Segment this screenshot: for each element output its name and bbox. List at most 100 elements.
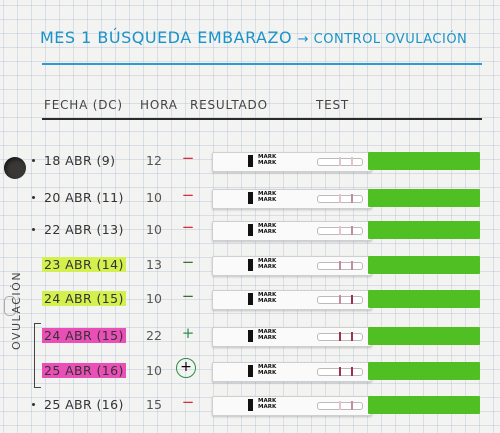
title-underline bbox=[42, 63, 482, 65]
bullet-dot bbox=[32, 228, 35, 231]
bullet-dot bbox=[32, 196, 35, 199]
row-hour: 10 bbox=[146, 363, 162, 378]
table-row: 24 ABR (15) 22 + MARK MARK bbox=[0, 321, 500, 351]
row-hour: 22 bbox=[146, 328, 162, 343]
result-negative: − bbox=[181, 253, 195, 271]
strip-green-end bbox=[368, 189, 480, 207]
strip-mark-line1: MARK bbox=[258, 191, 277, 197]
strip-green-end bbox=[368, 327, 480, 345]
strip-mark-line2: MARK bbox=[258, 229, 277, 235]
ovulation-test-strip: MARK MARK bbox=[212, 327, 480, 347]
strip-mark-text: MARK MARK bbox=[258, 154, 276, 166]
table-row: 18 ABR (9) 12 − MARK MARK bbox=[0, 146, 500, 176]
subtitle-text: → CONTROL OVULACIÓN bbox=[297, 32, 468, 47]
strip-control-line bbox=[351, 332, 353, 341]
strip-control-line bbox=[351, 295, 353, 304]
strip-green-end bbox=[368, 362, 480, 380]
row-date: 25 ABR (16) bbox=[42, 363, 126, 378]
strip-test-line bbox=[339, 401, 341, 410]
strip-mark-line1: MARK bbox=[258, 258, 277, 264]
page-title: MES 1 BÚSQUEDA EMBARAZO → CONTROL OVULAC… bbox=[40, 28, 490, 47]
row-date: 24 ABR (15) bbox=[42, 291, 126, 306]
strip-mark-line1: MARK bbox=[258, 154, 277, 160]
strip-test-line bbox=[339, 332, 341, 341]
ovulation-test-strip: MARK MARK bbox=[212, 221, 480, 241]
strip-mark-line1: MARK bbox=[258, 364, 277, 370]
strip-mark-line1: MARK bbox=[258, 398, 277, 404]
strip-mark-line1: MARK bbox=[258, 292, 277, 298]
strip-test-line bbox=[339, 261, 341, 270]
strip-mark-text: MARK MARK bbox=[258, 223, 276, 235]
ovulation-test-strip: MARK MARK bbox=[212, 189, 480, 209]
strip-black-tab bbox=[248, 192, 253, 204]
result-negative: − bbox=[181, 287, 195, 305]
strip-mark-text: MARK MARK bbox=[258, 398, 276, 410]
bullet-dot bbox=[32, 403, 35, 406]
strip-mark-line2: MARK bbox=[258, 160, 277, 166]
strip-test-line bbox=[339, 226, 341, 235]
row-hour: 10 bbox=[146, 190, 162, 205]
row-hour: 15 bbox=[146, 397, 162, 412]
result-negative: − bbox=[181, 393, 195, 411]
strip-test-line bbox=[339, 367, 341, 376]
row-hour: 10 bbox=[146, 222, 162, 237]
table-row: 20 ABR (11) 10 − MARK MARK bbox=[0, 183, 500, 213]
strip-mark-line1: MARK bbox=[258, 329, 277, 335]
strip-mark-text: MARK MARK bbox=[258, 329, 276, 341]
row-hour: 13 bbox=[146, 257, 162, 272]
strip-green-end bbox=[368, 256, 480, 274]
row-date: 20 ABR (11) bbox=[44, 190, 124, 205]
strip-green-end bbox=[368, 396, 480, 414]
header-underline bbox=[42, 118, 482, 120]
row-hour: 12 bbox=[146, 153, 162, 168]
row-date: 25 ABR (16) bbox=[44, 397, 124, 412]
strip-control-line bbox=[351, 367, 353, 376]
strip-control-line bbox=[351, 157, 353, 166]
row-date: 22 ABR (13) bbox=[44, 222, 124, 237]
strip-mark-text: MARK MARK bbox=[258, 191, 276, 203]
strip-black-tab bbox=[248, 399, 253, 411]
table-row: 25 ABR (16) 10 + MARK MARK bbox=[0, 356, 500, 386]
strip-mark-text: MARK MARK bbox=[258, 258, 276, 270]
strip-black-tab bbox=[248, 330, 253, 342]
header-hour: HORA bbox=[140, 98, 178, 112]
strip-black-tab bbox=[248, 155, 253, 167]
strip-mark-line1: MARK bbox=[258, 223, 277, 229]
strip-control-line bbox=[351, 194, 353, 203]
strip-black-tab bbox=[248, 224, 253, 236]
title-text: MES 1 BÚSQUEDA EMBARAZO bbox=[40, 28, 293, 47]
side-label-ovulation: OVULACIÓN bbox=[10, 270, 23, 350]
result-positive: + bbox=[181, 324, 195, 342]
result-negative: − bbox=[181, 218, 195, 236]
strip-black-tab bbox=[248, 293, 253, 305]
ovulation-test-strip: MARK MARK bbox=[212, 256, 480, 276]
result-negative: − bbox=[181, 149, 195, 167]
strip-mark-text: MARK MARK bbox=[258, 292, 276, 304]
strip-mark-line2: MARK bbox=[258, 335, 277, 341]
faint-logo-mark bbox=[4, 296, 16, 316]
strip-mark-line2: MARK bbox=[258, 404, 277, 410]
strip-test-line bbox=[339, 194, 341, 203]
ovulation-test-strip: MARK MARK bbox=[212, 362, 480, 382]
header-test: TEST bbox=[316, 98, 350, 112]
strip-control-line bbox=[351, 226, 353, 235]
row-hour: 10 bbox=[146, 291, 162, 306]
ovulation-test-strip: MARK MARK bbox=[212, 396, 480, 416]
strip-black-tab bbox=[248, 365, 253, 377]
row-date: 24 ABR (15) bbox=[42, 328, 126, 343]
strip-test-line bbox=[339, 157, 341, 166]
table-row: 25 ABR (16) 15 − MARK MARK bbox=[0, 390, 500, 420]
bullet-dot bbox=[32, 159, 35, 162]
result-positive: + bbox=[176, 358, 196, 378]
table-row: 22 ABR (13) 10 − MARK MARK bbox=[0, 215, 500, 245]
strip-test-line bbox=[339, 295, 341, 304]
strip-mark-text: MARK MARK bbox=[258, 364, 276, 376]
strip-mark-line2: MARK bbox=[258, 298, 277, 304]
strip-control-line bbox=[351, 261, 353, 270]
strip-control-line bbox=[351, 401, 353, 410]
strip-green-end bbox=[368, 221, 480, 239]
row-date: 18 ABR (9) bbox=[44, 153, 116, 168]
strip-mark-line2: MARK bbox=[258, 370, 277, 376]
header-result: RESULTADO bbox=[190, 98, 268, 112]
